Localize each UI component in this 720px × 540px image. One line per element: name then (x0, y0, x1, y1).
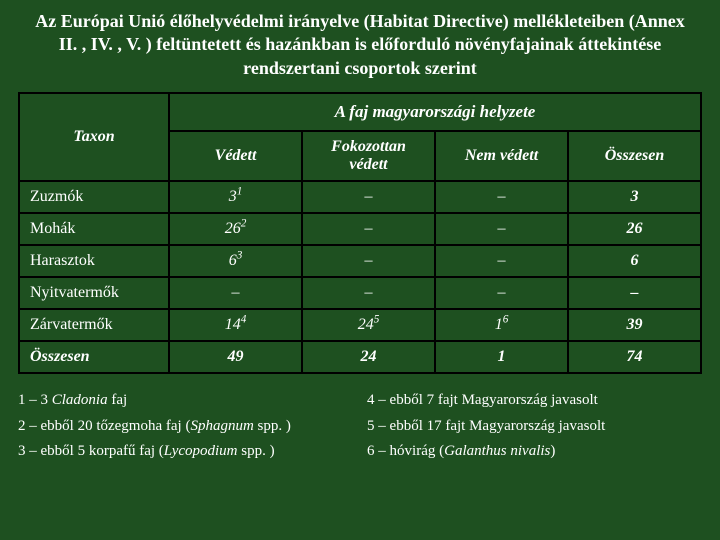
table-cell: 31 (169, 181, 302, 213)
table-cell: 63 (169, 245, 302, 277)
table-cell: – (169, 277, 302, 309)
footnotes-left: 1 – 3 Cladonia faj2 – ebből 20 tőzegmoha… (18, 388, 337, 465)
footnote: 3 – ebből 5 korpafű faj (Lycopodium spp.… (18, 439, 337, 465)
table-row: Zárvatermők1442451639 (19, 309, 701, 341)
table-cell: Zuzmók (19, 181, 169, 213)
footnote: 5 – ebből 17 fajt Magyarország javasolt (367, 414, 702, 440)
table-cell: Zárvatermők (19, 309, 169, 341)
table-cell: – (435, 213, 568, 245)
table-cell: 49 (169, 341, 302, 373)
col-nemvedett: Nem védett (435, 131, 568, 181)
footnotes: 1 – 3 Cladonia faj2 – ebből 20 tőzegmoha… (18, 388, 702, 465)
footnote: 6 – hóvirág (Galanthus nivalis) (367, 439, 702, 465)
col-fokozottan: Fokozottan védett (302, 131, 435, 181)
table-row: Mohák262––26 (19, 213, 701, 245)
table-cell: – (435, 277, 568, 309)
table-row: Zuzmók31––3 (19, 181, 701, 213)
footnote: 1 – 3 Cladonia faj (18, 388, 337, 414)
footnote: 4 – ebből 7 fajt Magyarország javasolt (367, 388, 702, 414)
table-cell: – (302, 213, 435, 245)
table-cell: Mohák (19, 213, 169, 245)
table-cell: – (435, 181, 568, 213)
table-cell: – (435, 245, 568, 277)
table-cell: 16 (435, 309, 568, 341)
table-cell: – (302, 181, 435, 213)
table-row: Nyitvatermők–––– (19, 277, 701, 309)
table-cell: 144 (169, 309, 302, 341)
col-taxon: Taxon (19, 93, 169, 181)
table-cell: 245 (302, 309, 435, 341)
table-row: Harasztok63––6 (19, 245, 701, 277)
table-cell: Összesen (19, 341, 169, 373)
table-cell: 6 (568, 245, 701, 277)
table-cell: 1 (435, 341, 568, 373)
table-cell: Harasztok (19, 245, 169, 277)
table-cell: 24 (302, 341, 435, 373)
table-cell: – (302, 245, 435, 277)
col-osszesen: Összesen (568, 131, 701, 181)
table-cell: 3 (568, 181, 701, 213)
slide-title: Az Európai Unió élőhelyvédelmi irányelve… (18, 10, 702, 80)
table-cell: 26 (568, 213, 701, 245)
table-row: Összesen4924174 (19, 341, 701, 373)
table-cell: 262 (169, 213, 302, 245)
footnote: 2 – ebből 20 tőzegmoha faj (Sphagnum spp… (18, 414, 337, 440)
table-cell: – (302, 277, 435, 309)
table-cell: 74 (568, 341, 701, 373)
table-cell: – (568, 277, 701, 309)
col-group-header: A faj magyarországi helyzete (169, 93, 701, 131)
table-cell: 39 (568, 309, 701, 341)
col-vedett: Védett (169, 131, 302, 181)
table-body: Zuzmók31––3Mohák262––26Harasztok63––6Nyi… (19, 181, 701, 373)
footnotes-right: 4 – ebből 7 fajt Magyarország javasolt5 … (367, 388, 702, 465)
species-table: Taxon A faj magyarországi helyzete Védet… (18, 92, 702, 374)
table-cell: Nyitvatermők (19, 277, 169, 309)
